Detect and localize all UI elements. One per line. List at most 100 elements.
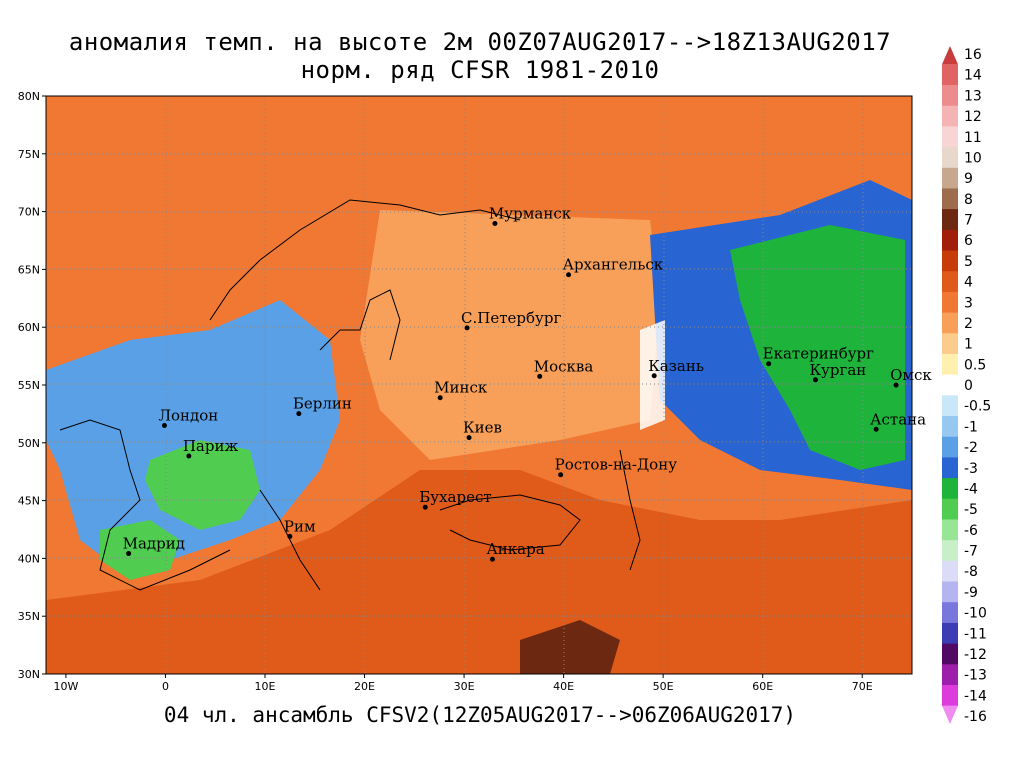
colorbar-label: -5 bbox=[964, 502, 978, 518]
city-label: Казань bbox=[648, 357, 704, 375]
chart-title: аномалия темп. на высоте 2м 00Z07AUG2017… bbox=[68, 28, 892, 56]
colorbar-swatch bbox=[942, 519, 958, 541]
city-label: Киев bbox=[463, 419, 502, 437]
city-label: Мурманск bbox=[489, 205, 572, 223]
city-dot bbox=[537, 373, 543, 379]
city-dot bbox=[873, 426, 879, 432]
city-dot bbox=[893, 382, 899, 388]
colorbar-label: -3 bbox=[964, 461, 978, 477]
colorbar-label: 14 bbox=[964, 68, 982, 84]
city-dot bbox=[287, 533, 293, 539]
anomaly-very-hot-middle-east bbox=[520, 620, 620, 674]
city-label: Бухарест bbox=[419, 488, 491, 506]
city-dot bbox=[464, 325, 470, 331]
colorbar-swatch bbox=[942, 560, 958, 583]
colorbar-swatch bbox=[942, 333, 958, 355]
city-dot bbox=[466, 435, 472, 441]
city-label: Екатеринбург bbox=[763, 345, 874, 363]
lat-label: 65N bbox=[18, 263, 40, 276]
colorbar-label: 8 bbox=[964, 192, 973, 208]
city-dot bbox=[766, 361, 772, 367]
lat-label: 80N bbox=[18, 90, 40, 103]
lon-label: 10E bbox=[255, 680, 276, 693]
lon-label: 60E bbox=[752, 680, 773, 693]
lon-label: 40E bbox=[553, 680, 574, 693]
colorbar-label: -2 bbox=[964, 440, 978, 456]
chart-subtitle: норм. ряд CFSR 1981-2010 bbox=[300, 56, 660, 84]
colorbar-label: 4 bbox=[964, 275, 973, 291]
city-dot bbox=[126, 551, 132, 557]
colorbar-swatch bbox=[942, 85, 958, 107]
lat-label: 70N bbox=[18, 206, 40, 219]
colorbar-swatch bbox=[942, 209, 958, 231]
colorbar-label: 6 bbox=[964, 233, 973, 249]
colorbar-swatch bbox=[942, 622, 958, 645]
colorbar-swatch bbox=[942, 353, 958, 376]
colorbar-swatch bbox=[942, 498, 958, 520]
colorbar-label: 13 bbox=[964, 88, 982, 104]
colorbar-label: 12 bbox=[964, 109, 982, 125]
city-dot bbox=[186, 453, 192, 459]
colorbar-label: 7 bbox=[964, 213, 973, 229]
colorbar-swatch bbox=[942, 581, 958, 603]
city-label: Омск bbox=[890, 366, 932, 384]
city-label: Мадрид bbox=[123, 535, 185, 553]
lat-label: 55N bbox=[18, 379, 40, 392]
colorbar-swatch bbox=[942, 271, 958, 293]
colorbar-swatch bbox=[942, 705, 958, 724]
city-label: Минск bbox=[434, 379, 488, 397]
colorbar-label: -16 bbox=[964, 709, 987, 725]
lat-label: 45N bbox=[18, 495, 40, 508]
lat-label: 40N bbox=[18, 552, 40, 565]
longitude-labels: 10W 0 10E 20E 30E 40E 50E 60E 70E bbox=[53, 674, 873, 693]
city-label: Ростов-на-Дону bbox=[555, 456, 678, 474]
city-dot bbox=[492, 221, 498, 227]
colorbar-label: 16 bbox=[964, 47, 982, 63]
chart-footer: 04 чл. ансамбль CFSV2(12Z05AUG2017-->06Z… bbox=[163, 703, 797, 727]
city-dot bbox=[489, 556, 495, 562]
colorbar-swatch bbox=[942, 291, 958, 314]
colorbar-label: -1 bbox=[964, 419, 978, 435]
colorbar-label: 3 bbox=[964, 295, 973, 311]
colorbar-label: -13 bbox=[964, 668, 987, 684]
city-label: Париж bbox=[183, 437, 239, 455]
city-dot bbox=[558, 472, 564, 478]
lon-label: 10W bbox=[53, 680, 78, 693]
lat-label: 60N bbox=[18, 321, 40, 334]
lon-label: 70E bbox=[852, 680, 873, 693]
anomaly-hot-south bbox=[46, 470, 912, 674]
latitude-labels: 80N 75N 70N 65N 60N 55N 50N 45N 40N 35N 30N bbox=[18, 90, 46, 681]
city-label: Астана bbox=[870, 410, 926, 428]
city-label: Лондон bbox=[158, 406, 218, 424]
anomaly-very-cold-siberia bbox=[730, 225, 905, 470]
lon-label: 30E bbox=[454, 680, 475, 693]
anomaly-warm-russia bbox=[360, 210, 660, 460]
coastlines bbox=[59, 199, 641, 591]
city-label: Рим bbox=[284, 517, 316, 535]
lon-label: 50E bbox=[653, 680, 674, 693]
colorbar-label: 5 bbox=[964, 254, 973, 270]
city-label: С.Петербург bbox=[461, 309, 561, 327]
colorbar-label: -0.5 bbox=[964, 399, 991, 415]
colorbar-swatch bbox=[942, 684, 958, 707]
colorbar-swatch bbox=[942, 540, 958, 562]
colorbar-swatch bbox=[942, 643, 958, 665]
city-dot bbox=[651, 373, 657, 379]
colorbar-label: -7 bbox=[964, 544, 978, 560]
colorbar-swatch bbox=[942, 416, 958, 438]
colorbar-label: -8 bbox=[964, 564, 978, 580]
colorbar: 16 14 13 12 11 10 9 8 7 6 5 4 3 2 1 0.5 0 -0.5 -1 -2 -3 -4 -5 -… bbox=[942, 46, 991, 725]
colorbar-swatch bbox=[942, 126, 958, 148]
colorbar-label: 1 bbox=[964, 337, 973, 353]
colorbar-label: -11 bbox=[964, 626, 987, 642]
city-label: Анкара bbox=[486, 540, 544, 558]
city-markers: Мурманск Архангельск С.Петербург Москва Каза… bbox=[123, 205, 932, 562]
colorbar-label: 9 bbox=[964, 171, 973, 187]
city-label: Курган bbox=[809, 361, 866, 379]
anomaly-warm-arctic bbox=[46, 96, 912, 290]
colorbar-label: -6 bbox=[964, 523, 978, 539]
colorbar-swatch bbox=[942, 664, 958, 686]
colorbar-swatch bbox=[942, 602, 958, 624]
lat-label: 75N bbox=[18, 148, 40, 161]
